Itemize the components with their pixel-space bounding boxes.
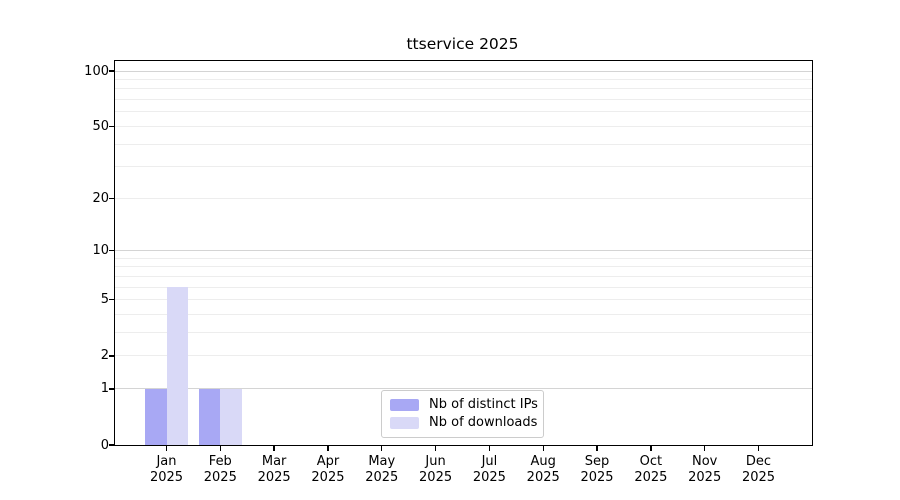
x-tick-label-sep: Sep 2025 [580, 454, 614, 485]
y-tick-label-50: 50 [92, 118, 109, 134]
x-tick-jan [165, 445, 168, 451]
x-tick-label-jun: Jun 2025 [419, 454, 453, 485]
x-tick-dec [757, 445, 760, 451]
bar-nb-of-downloads-feb [220, 388, 242, 445]
gridline-minor-70 [115, 99, 812, 101]
y-tick-label-10: 10 [92, 243, 109, 259]
y-tick-10 [109, 249, 115, 252]
x-tick-aug [542, 445, 544, 451]
y-tick-50 [109, 125, 115, 128]
x-tick-sep [596, 445, 598, 451]
legend-label-distinct-ips: Nb of distinct IPs [429, 397, 538, 412]
x-tick-label-dec: Dec 2025 [741, 454, 776, 485]
y-tick-label-100: 100 [84, 63, 109, 79]
gridline-minor-60 [115, 111, 812, 113]
x-tick-mar [273, 445, 275, 451]
plot-area: 0 1 2 5 10 20 50 100 Jan 2025 Feb 2025 Mar 2025 Apr 202… [84, 60, 813, 485]
x-tick-label-may: May 2025 [365, 454, 399, 485]
y-tick-label-2: 2 [100, 348, 109, 364]
legend-row-distinct-ips: Nb of distinct IPs [390, 397, 538, 413]
legend: Nb of distinct IPs Nb of downloads [381, 390, 544, 438]
chart-title: ttservice 2025 [406, 35, 519, 53]
bar-nb-of-distinct-ips-jan [145, 388, 167, 445]
x-tick-oct [650, 445, 652, 451]
x-tick-jul [488, 445, 491, 451]
x-tick-label-jul: Jul 2025 [472, 454, 506, 485]
gridline-minor-6 [115, 286, 812, 288]
gridline-major-1 [115, 388, 812, 390]
y-tick-2 [109, 355, 115, 357]
legend-swatch-distinct-ips [390, 399, 419, 411]
x-tick-jun [434, 445, 437, 451]
x-tick-label-mar: Mar 2025 [257, 454, 291, 485]
legend-row-downloads: Nb of downloads [390, 415, 538, 431]
x-tick-nov [703, 445, 706, 451]
gridline-minor-4 [115, 314, 812, 316]
x-tick-label-feb: Feb 2025 [203, 454, 237, 485]
bar-nb-of-downloads-jan [166, 287, 188, 445]
gridline-minor-30 [115, 166, 812, 168]
x-tick-label-apr: Apr 2025 [311, 454, 345, 485]
gridline-minor-20 [115, 197, 812, 199]
x-tick-label-aug: Aug 2025 [526, 454, 560, 485]
x-tick-label-nov: Nov 2025 [688, 454, 722, 485]
bar-nb-of-distinct-ips-feb [198, 388, 221, 445]
legend-swatch-downloads [390, 417, 419, 429]
gridline-minor-5 [115, 299, 812, 301]
y-tick-label-1: 1 [100, 381, 109, 397]
gridline-minor-7 [115, 275, 812, 277]
y-tick-0 [109, 444, 115, 446]
y-tick-20 [109, 197, 115, 199]
gridline-major-100 [115, 70, 812, 72]
gridline-minor-50 [115, 125, 812, 127]
gridline-minor-8 [115, 266, 812, 268]
gridline-major-10 [115, 250, 812, 252]
gridline-minor-80 [115, 88, 812, 90]
y-tick-5 [109, 299, 115, 301]
gridline-minor-90 [115, 78, 812, 80]
gridline-minor-2 [115, 355, 812, 357]
gridline-minor-3 [115, 332, 812, 334]
x-tick-feb [219, 445, 221, 451]
y-tick-label-0: 0 [100, 437, 109, 453]
x-tick-label-oct: Oct 2025 [634, 454, 668, 485]
x-tick-label-jan: Jan 2025 [149, 454, 184, 485]
gridline-minor-40 [115, 143, 812, 145]
y-tick-label-5: 5 [100, 292, 109, 308]
gridline-minor-9 [115, 257, 812, 259]
legend-label-downloads: Nb of downloads [429, 415, 538, 430]
y-tick-100 [109, 70, 115, 72]
x-tick-apr [327, 445, 329, 451]
y-tick-label-20: 20 [92, 190, 109, 206]
x-tick-may [381, 445, 383, 451]
y-tick-1 [109, 388, 115, 390]
